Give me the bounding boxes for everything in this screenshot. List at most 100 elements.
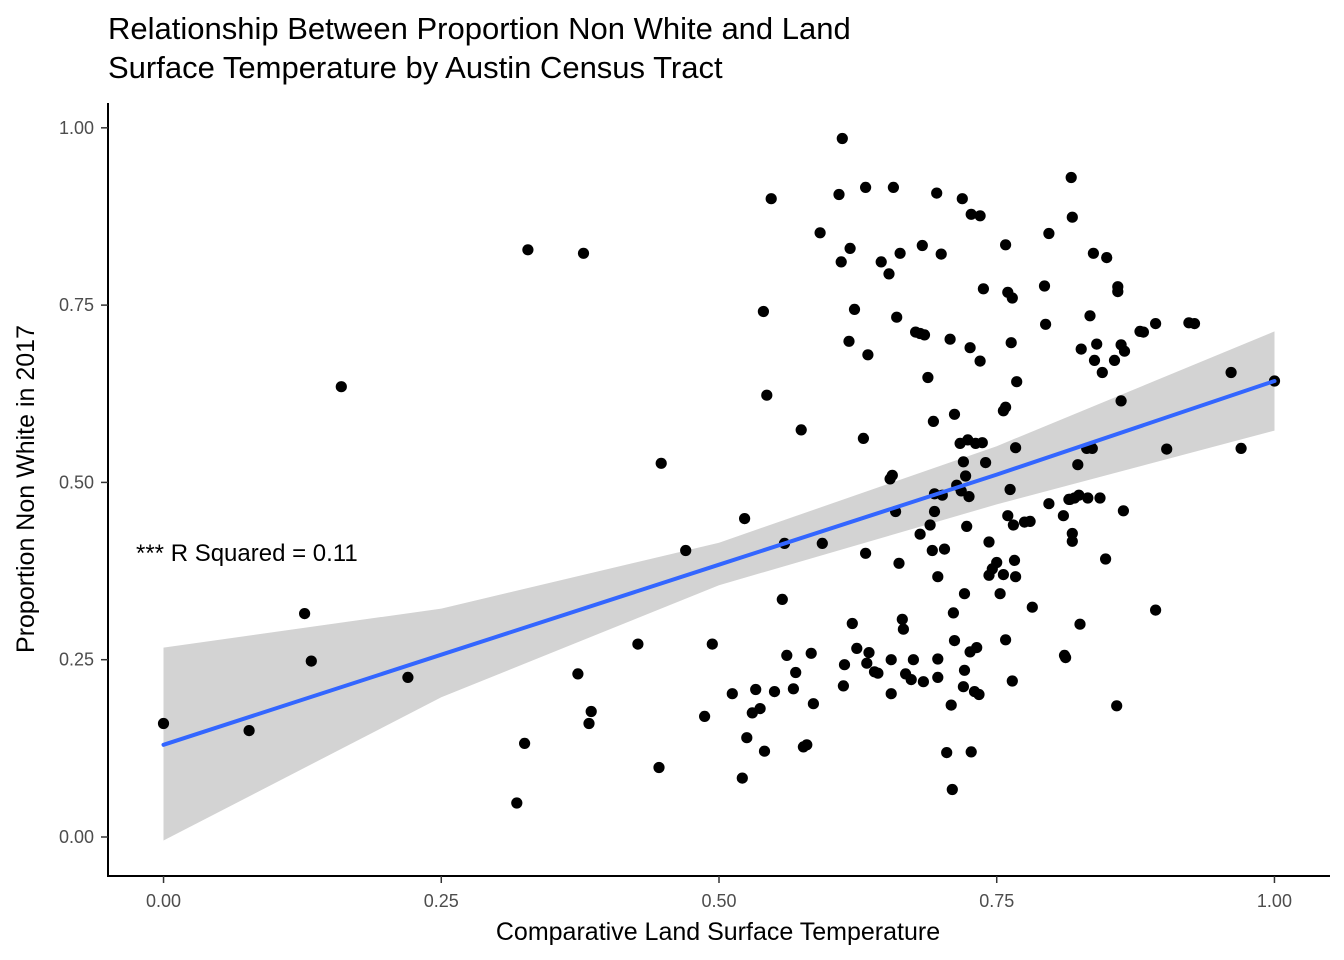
data-point bbox=[335, 381, 347, 393]
data-point bbox=[790, 666, 802, 679]
data-point bbox=[835, 256, 847, 268]
data-point bbox=[872, 667, 884, 679]
data-point bbox=[932, 671, 944, 684]
data-point bbox=[653, 761, 665, 774]
data-point bbox=[1073, 489, 1085, 501]
data-point bbox=[862, 349, 874, 361]
data-point bbox=[863, 647, 875, 659]
data-point bbox=[963, 491, 975, 503]
data-point bbox=[946, 783, 958, 796]
data-point bbox=[894, 247, 906, 259]
data-point bbox=[754, 703, 766, 715]
data-point bbox=[739, 513, 751, 525]
data-point bbox=[1117, 505, 1129, 517]
data-point bbox=[1091, 338, 1103, 350]
data-point bbox=[948, 635, 961, 647]
data-point bbox=[807, 698, 820, 710]
data-point bbox=[768, 686, 781, 698]
data-point bbox=[928, 505, 941, 518]
data-point bbox=[1084, 310, 1096, 322]
data-point bbox=[961, 520, 973, 533]
data-point bbox=[1066, 527, 1078, 540]
data-point bbox=[860, 547, 872, 559]
data-point bbox=[585, 705, 597, 718]
data-point bbox=[973, 688, 985, 701]
data-point bbox=[848, 303, 861, 315]
data-point bbox=[948, 408, 961, 420]
y-tick-label: 1.00 bbox=[59, 118, 94, 138]
data-point bbox=[726, 688, 738, 700]
y-tick-label: 0.00 bbox=[59, 827, 94, 847]
data-point bbox=[243, 725, 255, 737]
data-point bbox=[1115, 395, 1127, 407]
data-point bbox=[1011, 376, 1023, 388]
x-tick-label: 1.00 bbox=[1257, 891, 1292, 911]
data-point bbox=[511, 797, 523, 809]
data-point bbox=[519, 737, 531, 750]
data-point bbox=[816, 537, 828, 550]
x-tick-label: 0.50 bbox=[701, 891, 736, 911]
data-point bbox=[1043, 498, 1055, 510]
data-point bbox=[932, 653, 944, 665]
data-point bbox=[1060, 652, 1072, 664]
data-point bbox=[956, 193, 968, 205]
data-point bbox=[905, 674, 917, 686]
data-point bbox=[655, 457, 667, 469]
y-axis-title: Proportion Non White in 2017 bbox=[12, 325, 40, 653]
regression-line bbox=[161, 379, 1277, 747]
data-point bbox=[1150, 318, 1162, 330]
data-point bbox=[960, 470, 972, 482]
data-point bbox=[1088, 354, 1101, 366]
data-point bbox=[699, 710, 711, 723]
data-point bbox=[1111, 700, 1123, 712]
data-point bbox=[965, 208, 977, 220]
data-point bbox=[1006, 675, 1018, 687]
data-point bbox=[1188, 318, 1201, 330]
data-point bbox=[1118, 345, 1131, 357]
chart-title-line-1: Relationship Between Proportion Non Whit… bbox=[108, 11, 851, 46]
data-point bbox=[1235, 442, 1247, 454]
x-tick-label: 0.75 bbox=[979, 891, 1014, 911]
data-point bbox=[761, 389, 773, 401]
data-point bbox=[896, 613, 908, 625]
data-point bbox=[1108, 354, 1121, 366]
y-tick-label: 0.50 bbox=[59, 472, 94, 492]
data-point bbox=[583, 717, 595, 730]
data-point bbox=[157, 717, 170, 730]
data-point bbox=[299, 608, 311, 620]
data-point bbox=[994, 588, 1006, 600]
data-point bbox=[1000, 634, 1012, 646]
data-point bbox=[765, 193, 777, 205]
data-point bbox=[918, 329, 931, 341]
x-tick-label: 0.00 bbox=[146, 891, 181, 911]
data-point bbox=[926, 544, 938, 557]
data-point bbox=[924, 519, 936, 531]
data-point bbox=[980, 457, 992, 469]
data-point bbox=[1006, 292, 1018, 304]
data-point bbox=[1040, 318, 1052, 330]
data-point bbox=[944, 333, 956, 345]
data-point bbox=[833, 188, 845, 201]
data-point bbox=[885, 688, 897, 700]
data-point bbox=[891, 311, 903, 323]
data-point bbox=[801, 739, 813, 751]
data-point bbox=[758, 745, 771, 757]
data-point bbox=[1057, 510, 1069, 522]
data-point bbox=[983, 536, 995, 548]
data-point bbox=[1094, 492, 1106, 504]
data-point bbox=[522, 244, 534, 256]
data-point bbox=[572, 668, 584, 680]
data-point bbox=[907, 654, 920, 666]
x-axis-title: Comparative Land Surface Temperature bbox=[496, 918, 940, 946]
r-squared-annotation: *** R Squared = 0.11 bbox=[136, 540, 358, 567]
data-point bbox=[706, 638, 718, 650]
data-point bbox=[976, 437, 988, 449]
data-point bbox=[1024, 515, 1036, 528]
data-point bbox=[1072, 459, 1084, 471]
data-point bbox=[991, 556, 1003, 569]
data-point bbox=[757, 305, 770, 318]
data-point bbox=[916, 239, 928, 252]
confidence-band bbox=[163, 331, 1275, 841]
data-point bbox=[931, 187, 943, 199]
